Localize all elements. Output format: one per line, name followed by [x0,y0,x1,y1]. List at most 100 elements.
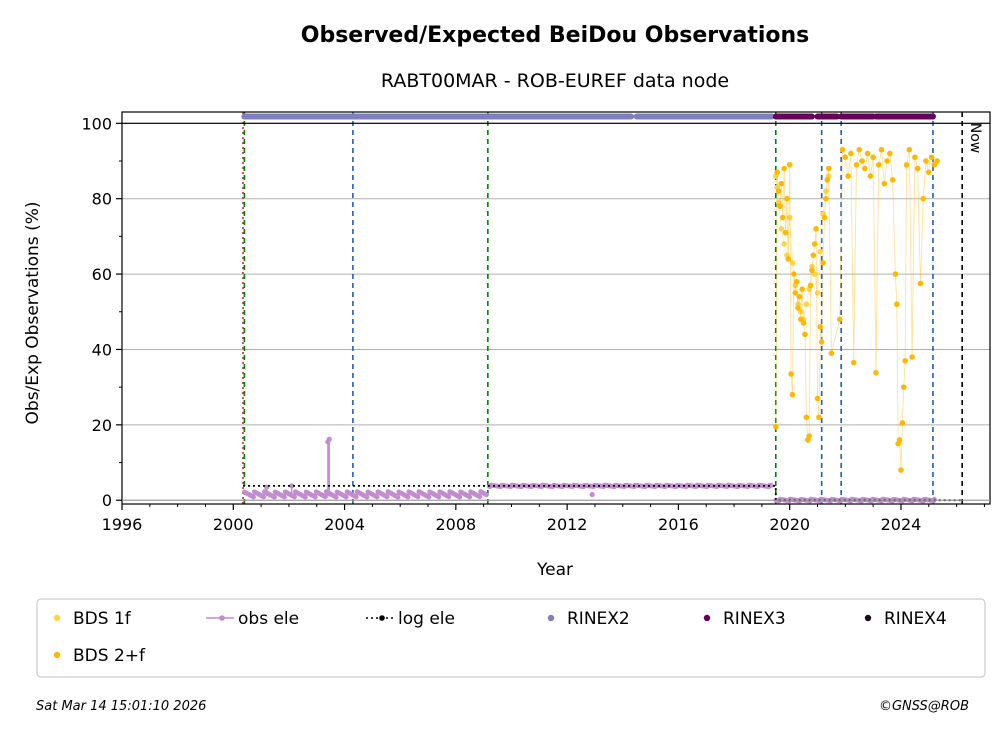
obs-ele-point [477,494,483,500]
legend-marker-dot [379,615,385,621]
obs-ele-point [426,494,432,500]
obs-ele-point [326,436,332,442]
x-tick-label: 2012 [547,515,588,534]
obs-ele-point [343,494,349,500]
bds-point [795,305,801,311]
bds-point [825,165,832,172]
bds-point [842,154,849,161]
legend-label: RINEX4 [884,609,947,629]
x-axis-label: Year [536,560,573,580]
legend-marker-dot [53,614,61,622]
obs-ele-point [457,494,463,500]
obs-ele-point [446,494,452,500]
obs-ele-point [302,494,308,500]
legend-label: BDS 2+f [73,646,146,666]
obs-ele-point [364,494,370,500]
bds-point [878,146,885,153]
bds-point [867,173,874,179]
y-tick-label: 20 [92,416,112,435]
bds-point [786,161,793,168]
bds-point [884,158,890,164]
obs-ele-point [467,494,473,500]
bds-point [853,161,860,168]
bds-point [817,324,824,330]
obs-ele-point [322,494,328,500]
bds-point [870,154,876,161]
bds-point [817,248,824,255]
footer-timestamp: Sat Mar 14 15:01:10 2026 [36,699,206,714]
bds-point [923,158,929,164]
legend-marker-dot [703,614,711,622]
bds-point [889,177,896,183]
bds-point [934,158,940,164]
obs-ele-point [436,494,442,500]
obs-ele-point [333,494,339,500]
legend-label: BDS 1f [73,609,132,629]
chart-subtitle: RABT00MAR - ROB-EUREF data node [381,70,729,92]
bds-point [856,146,863,153]
obs-ele-point [264,484,270,490]
bds-point [799,286,806,292]
bds-point [816,414,822,421]
bds-point [785,256,792,262]
bds-point [887,150,893,157]
bds-point [824,177,831,183]
obs-ele-point [405,494,411,500]
bds-point [803,414,810,421]
bds-point [774,169,780,176]
y-tick-label: 80 [92,190,112,209]
obs-ele-point [484,492,489,498]
x-tick-label: 2024 [881,515,922,534]
bds-point [859,158,865,164]
legend-marker-dot [53,651,61,659]
legend-marker-dot [219,615,225,621]
bds-point [850,359,857,366]
bds-point [920,195,927,202]
legend-box [36,598,986,678]
chart-title: Observed/Expected BeiDou Observations [301,23,810,48]
bds-point [809,267,815,274]
obs-ele-point [589,491,595,498]
bds-point [903,161,910,168]
obs-ele-point [272,494,277,500]
footer-credit: ©GNSS@ROB [879,699,969,714]
bds-point [823,188,829,194]
y-axis-label: Obs/Exp Observations (%) [23,202,43,425]
bds-point [811,241,818,247]
legend-label: RINEX2 [567,609,630,629]
bds-point [823,195,829,202]
bds-point [912,154,918,161]
obs-ele-point [768,483,774,488]
y-tick-label: 60 [92,265,112,284]
bds-point [781,165,787,172]
bds-point [881,180,888,187]
bds-point [899,420,906,426]
bds-series [772,146,940,473]
bds-point [925,169,932,176]
obs-ele-point [395,494,401,500]
bds-point [792,290,799,296]
x-tick-label: 2004 [324,515,365,534]
bds-point [788,371,794,377]
bds-point [777,203,783,210]
bds-point [821,214,828,221]
bds-point [820,259,826,266]
vertical-event-lines [242,112,963,504]
bds-point [781,241,787,247]
bds-point [892,271,899,277]
bds-point [807,282,814,289]
bds-point [784,195,790,202]
y-tick-label: 0 [102,491,112,510]
bds-point [902,357,908,364]
bds-point [864,150,871,157]
y-tick-label: 100 [81,114,112,133]
bds-point [786,214,793,221]
obs-ele-point [251,494,256,500]
bds-point [906,146,913,153]
obs-ele-point [292,494,297,500]
bds-point [896,437,903,443]
x-tick-label: 2000 [213,515,254,534]
obs-ele-point [289,483,295,489]
bds-point [818,339,825,345]
